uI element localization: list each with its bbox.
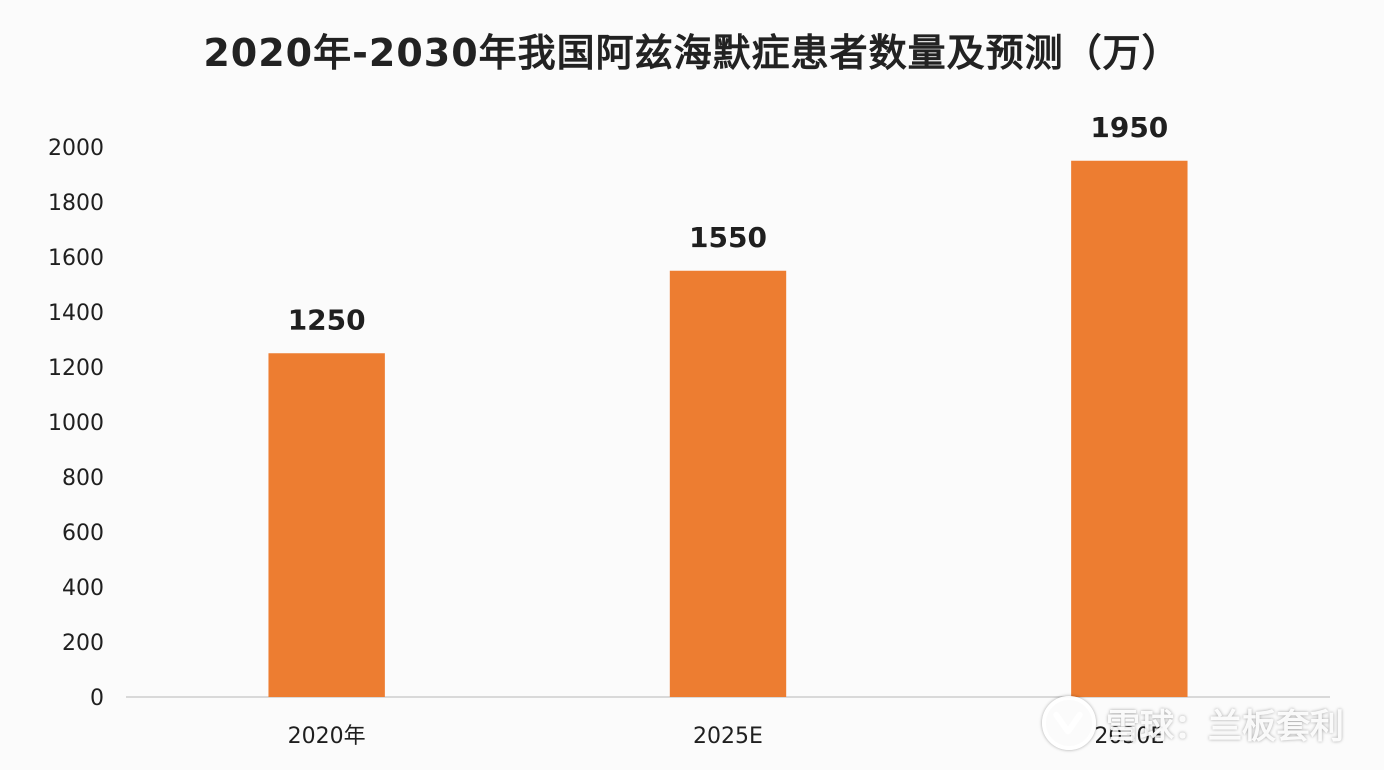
bar: [268, 353, 385, 697]
chart-title: 2020年-2030年我国阿兹海默症患者数量及预测（万）: [203, 31, 1181, 75]
y-tick-label: 1600: [48, 246, 104, 271]
watermark: 雪球：兰板套利: [1042, 696, 1344, 750]
data-label: 1250: [288, 303, 366, 336]
x-tick-label: 2030E: [1094, 724, 1164, 749]
y-tick-label: 2000: [48, 136, 104, 161]
y-tick-label: 1200: [48, 356, 104, 381]
x-axis-labels: 2020年 2025E 2030E: [288, 724, 1165, 749]
y-tick-label: 400: [62, 576, 104, 601]
snowball-logo-icon: [1042, 696, 1096, 750]
y-tick-label: 0: [90, 686, 104, 711]
y-tick-label: 1400: [48, 301, 104, 326]
x-tick-label: 2020年: [288, 724, 366, 749]
data-label: 1950: [1090, 111, 1168, 144]
data-label: 1550: [689, 221, 767, 254]
y-tick-label: 600: [62, 521, 104, 546]
bar: [669, 270, 787, 697]
y-tick-label: 200: [62, 631, 104, 656]
watermark-text: 雪球：兰板套利: [1106, 706, 1344, 747]
y-tick-label: 1800: [48, 191, 104, 216]
y-tick-label: 1000: [48, 411, 104, 436]
y-tick-label: 800: [62, 466, 104, 491]
bars: [268, 160, 1188, 697]
y-axis-ticks: 0 200 400 600 800 1000 1200 1400 1600 1800 2000: [48, 136, 104, 711]
data-labels: 1250 1550 1950: [288, 111, 1169, 337]
bar: [1071, 160, 1188, 697]
x-tick-label: 2025E: [693, 724, 763, 749]
